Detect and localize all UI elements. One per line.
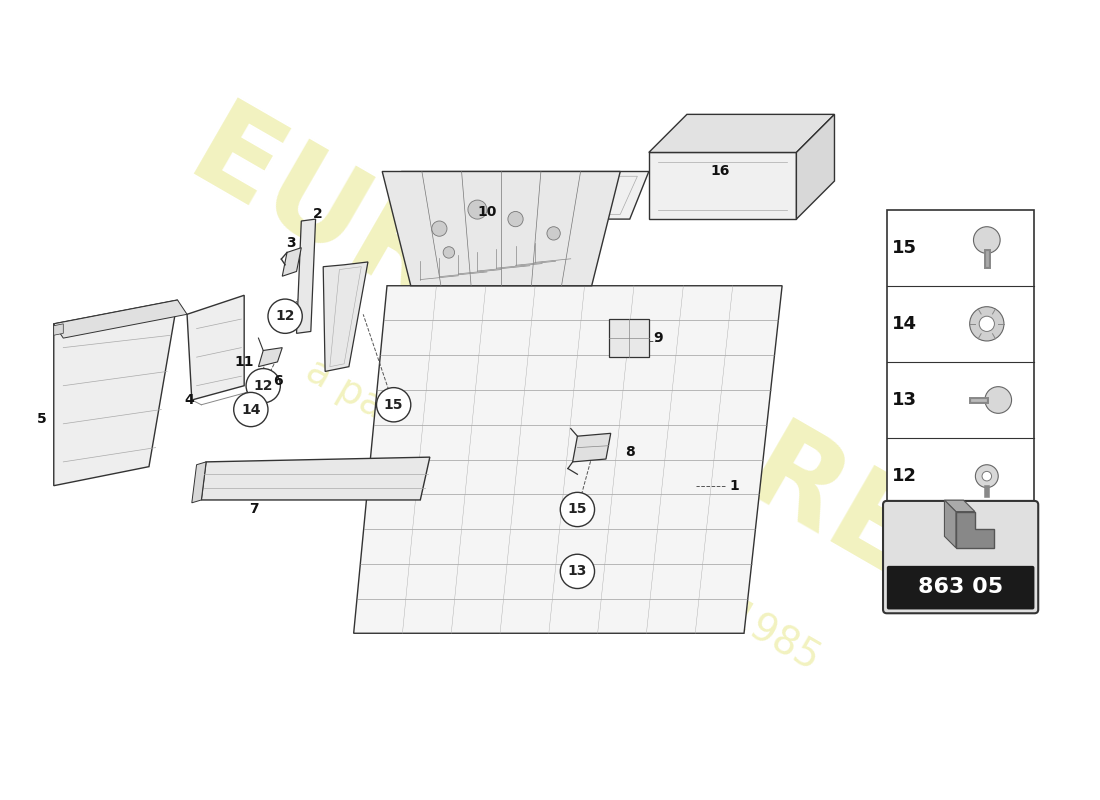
Circle shape	[233, 392, 268, 426]
Polygon shape	[54, 300, 187, 338]
Text: 10: 10	[477, 206, 496, 219]
Polygon shape	[945, 500, 975, 511]
Circle shape	[376, 388, 410, 422]
Circle shape	[982, 471, 991, 481]
Circle shape	[984, 386, 1012, 414]
Text: 15: 15	[568, 502, 587, 517]
Polygon shape	[649, 153, 796, 219]
Polygon shape	[54, 300, 177, 486]
Text: 6: 6	[273, 374, 283, 388]
Text: EUROSPARES: EUROSPARES	[169, 94, 1014, 649]
Circle shape	[443, 246, 454, 258]
Polygon shape	[573, 434, 610, 462]
Text: 12: 12	[891, 467, 916, 485]
Text: 9: 9	[653, 331, 663, 345]
Polygon shape	[608, 319, 649, 357]
Circle shape	[560, 492, 594, 526]
Text: 13: 13	[891, 391, 916, 409]
Text: 15: 15	[891, 238, 916, 257]
Polygon shape	[956, 511, 994, 548]
Polygon shape	[297, 219, 316, 334]
Text: 12: 12	[275, 310, 295, 323]
Text: 13: 13	[568, 564, 587, 578]
FancyBboxPatch shape	[887, 566, 1034, 610]
Polygon shape	[649, 114, 835, 153]
Polygon shape	[796, 114, 835, 219]
Text: a passion for parts since 1985: a passion for parts since 1985	[299, 351, 827, 678]
Polygon shape	[887, 210, 1034, 514]
Polygon shape	[323, 262, 367, 371]
Circle shape	[468, 200, 487, 219]
Polygon shape	[354, 286, 782, 634]
Circle shape	[560, 554, 594, 589]
Text: 15: 15	[384, 398, 404, 412]
Polygon shape	[945, 500, 956, 548]
Polygon shape	[191, 462, 206, 503]
Text: 5: 5	[36, 412, 46, 426]
Circle shape	[970, 306, 1004, 341]
Polygon shape	[54, 324, 64, 335]
Text: 12: 12	[253, 378, 273, 393]
Text: 3: 3	[286, 236, 296, 250]
Circle shape	[976, 465, 998, 487]
Polygon shape	[382, 171, 620, 286]
Polygon shape	[201, 457, 430, 500]
Text: 2: 2	[312, 207, 322, 222]
Text: 7: 7	[249, 502, 258, 515]
Text: 16: 16	[711, 165, 730, 178]
Circle shape	[979, 316, 994, 331]
Text: 8: 8	[625, 446, 635, 459]
Circle shape	[246, 369, 280, 403]
Circle shape	[974, 226, 1000, 254]
FancyBboxPatch shape	[883, 501, 1038, 614]
Text: 14: 14	[241, 402, 261, 417]
Text: 863 05: 863 05	[918, 578, 1003, 598]
Circle shape	[268, 299, 302, 334]
Polygon shape	[258, 348, 283, 366]
Text: 1: 1	[729, 478, 739, 493]
Circle shape	[547, 226, 560, 240]
Text: 4: 4	[184, 393, 194, 407]
Circle shape	[431, 221, 447, 236]
Circle shape	[508, 211, 524, 226]
Polygon shape	[402, 171, 649, 219]
Text: 11: 11	[234, 355, 254, 369]
Polygon shape	[187, 295, 244, 400]
Polygon shape	[283, 248, 301, 276]
Text: 14: 14	[891, 315, 916, 333]
